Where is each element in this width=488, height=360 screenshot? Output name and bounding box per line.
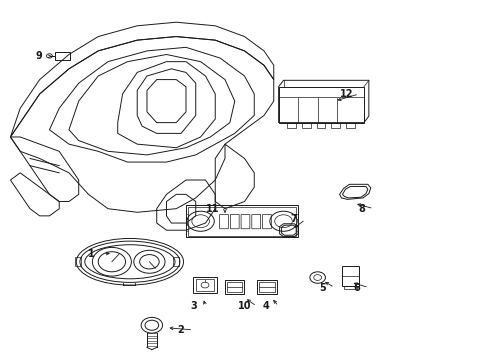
Text: 2: 2 (177, 325, 184, 335)
Text: 10: 10 (237, 301, 251, 311)
Text: 11: 11 (205, 204, 219, 214)
Text: 5: 5 (319, 283, 325, 293)
Text: 3: 3 (189, 301, 196, 311)
Text: 7: 7 (289, 215, 296, 224)
Text: 12: 12 (340, 89, 353, 99)
Text: 8: 8 (357, 204, 364, 214)
Text: 1: 1 (87, 248, 94, 258)
Text: 4: 4 (263, 301, 269, 311)
Text: 6: 6 (352, 283, 359, 293)
Text: 9: 9 (35, 51, 42, 61)
